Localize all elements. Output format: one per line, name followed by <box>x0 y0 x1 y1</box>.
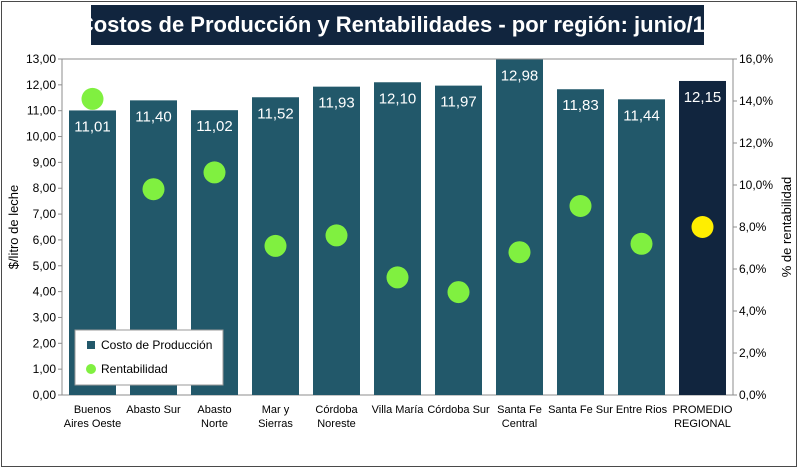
x-tick-label: Abasto <box>197 404 231 416</box>
y2-tick-label: 0,0% <box>739 388 767 402</box>
bar-value-label: 11,40 <box>135 108 171 125</box>
y-tick-label: 11,00 <box>27 104 56 118</box>
legend-box <box>74 329 224 386</box>
y-tick-label: 4,00 <box>33 285 57 299</box>
x-tick-label: Mar y <box>262 404 290 416</box>
x-tick-label: Buenos <box>74 404 112 416</box>
legend-label-costo: Costo de Producción <box>101 338 212 352</box>
x-tick-label: Abasto Sur <box>126 404 181 416</box>
y2-tick-label: 2,0% <box>739 346 767 360</box>
legend-bar-swatch <box>87 341 95 349</box>
y-tick-label: 6,00 <box>33 233 57 247</box>
x-tick-label: PROMEDIO <box>673 404 733 416</box>
y-tick-label: 7,00 <box>33 207 57 221</box>
y-tick-label: 9,00 <box>33 155 57 169</box>
bar-7 <box>496 59 543 396</box>
x-tick-label: Noreste <box>317 418 356 430</box>
y2-tick-label: 16,0% <box>739 52 773 66</box>
bar-value-label: 12,98 <box>501 68 539 85</box>
x-tick-label: Córdoba Sur <box>427 404 490 416</box>
bar-8 <box>557 89 604 396</box>
y-tick-label: 3,00 <box>33 310 57 324</box>
x-tick-label: Santa Fe <box>497 404 542 416</box>
bar-value-label: 11,93 <box>318 95 354 112</box>
x-tick-label: Córdoba <box>315 404 358 416</box>
y2-tick-label: 6,0% <box>739 262 767 276</box>
legend-dot-swatch <box>86 364 96 374</box>
y2-tick-label: 14,0% <box>739 94 773 108</box>
bar-6 <box>435 85 482 396</box>
y2-tick-label: 8,0% <box>739 220 767 234</box>
rentabilidad-point-0 <box>81 87 104 110</box>
bar-5 <box>374 82 421 395</box>
y2-tick-label: 12,0% <box>739 136 773 150</box>
y-tick-label: 5,00 <box>33 259 57 273</box>
y2-axis-title: % de rentabilidad <box>779 177 794 277</box>
x-tick-label: Santa Fe Sur <box>548 404 613 416</box>
legend: Costo de Producción Rentabilidad <box>74 329 224 386</box>
bar-value-label: 12,10 <box>379 90 417 107</box>
bar-value-label: 11,97 <box>440 94 476 111</box>
rentabilidad-point-1 <box>142 178 165 201</box>
x-tick-label: Norte <box>201 418 228 430</box>
rentabilidad-point-5 <box>386 266 409 289</box>
chart-title: Costos de Producción y Rentabilidades - … <box>77 12 718 37</box>
bar-value-label: 12,15 <box>684 89 722 106</box>
y2-tick-label: 4,0% <box>739 304 767 318</box>
rentabilidad-point-6 <box>447 281 470 304</box>
x-tick-label: Villa María <box>372 404 425 416</box>
chart-title-box: Costos de Producción y Rentabilidades - … <box>78 5 717 45</box>
y-tick-label: 10,00 <box>26 130 56 144</box>
y-tick-label: 2,00 <box>33 336 57 350</box>
y-tick-label: 13,00 <box>26 52 56 66</box>
x-tick-label: Central <box>502 418 537 430</box>
y-axis-title: $/litro de leche <box>6 185 21 270</box>
rentabilidad-point-8 <box>569 195 592 217</box>
rentabilidad-point-9 <box>630 232 653 255</box>
bar-value-label: 11,02 <box>196 118 232 135</box>
x-tick-label: Entre Rios <box>616 404 668 416</box>
rentabilidad-point-4 <box>325 224 348 247</box>
y2-tick-label: 10,0% <box>739 178 773 192</box>
x-tick-label: Aires Oeste <box>64 418 121 430</box>
rentabilidad-point-10 <box>691 216 714 238</box>
bar-value-label: 11,44 <box>623 107 659 124</box>
y-tick-label: 1,00 <box>33 362 57 376</box>
y-tick-label: 0,00 <box>33 388 57 402</box>
y-tick-label: 12,00 <box>26 78 56 92</box>
x-tick-label: REGIONAL <box>674 418 731 430</box>
bar-value-label: 11,83 <box>562 97 598 114</box>
bar-value-label: 11,01 <box>74 118 110 135</box>
rentabilidad-point-2 <box>203 161 226 184</box>
legend-label-rentabilidad: Rentabilidad <box>101 362 168 376</box>
rentabilidad-point-3 <box>264 234 287 257</box>
x-tick-label: Sierras <box>258 418 293 430</box>
bar-value-label: 11,52 <box>257 105 293 122</box>
rentabilidad-point-7 <box>508 241 531 264</box>
y-tick-label: 8,00 <box>33 181 57 195</box>
